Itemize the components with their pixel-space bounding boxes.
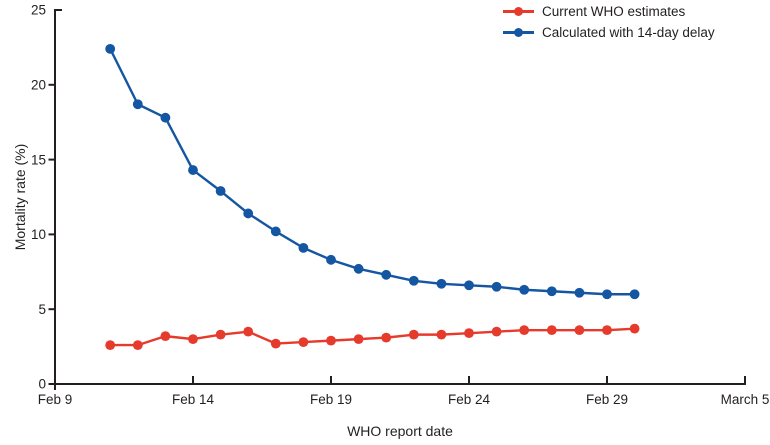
- data-point-current-who-estimates: [298, 337, 309, 348]
- legend: Current WHO estimates Calculated with 14…: [503, 1, 715, 43]
- x-tick-label: Feb 14: [172, 392, 215, 407]
- data-point-calculated-with-14-day-delay: [298, 242, 309, 253]
- data-point-current-who-estimates: [408, 329, 419, 340]
- data-point-calculated-with-14-day-delay: [546, 286, 557, 297]
- data-point-calculated-with-14-day-delay: [408, 275, 419, 286]
- data-point-calculated-with-14-day-delay: [519, 284, 530, 295]
- legend-item-current-who-estimates: Current WHO estimates: [503, 1, 715, 22]
- data-point-current-who-estimates: [629, 323, 640, 334]
- data-point-current-who-estimates: [326, 335, 336, 346]
- data-point-current-who-estimates: [270, 338, 281, 349]
- legend-marker-red-line-dot-icon: [503, 6, 534, 17]
- data-point-calculated-with-14-day-delay: [574, 287, 585, 298]
- data-point-current-who-estimates: [574, 325, 585, 336]
- y-axis-title: Mortality rate (%): [12, 143, 28, 251]
- y-tick-label: 10: [31, 227, 46, 242]
- data-point-calculated-with-14-day-delay: [270, 226, 281, 237]
- data-point-current-who-estimates: [353, 334, 364, 345]
- data-point-calculated-with-14-day-delay: [491, 281, 502, 292]
- data-point-calculated-with-14-day-delay: [326, 254, 336, 265]
- data-point-calculated-with-14-day-delay: [464, 280, 474, 291]
- data-point-current-who-estimates: [546, 325, 557, 336]
- data-point-current-who-estimates: [436, 329, 447, 340]
- data-point-current-who-estimates: [132, 340, 143, 351]
- legend-label-calculated-14-day-delay: Calculated with 14-day delay: [542, 25, 715, 40]
- data-point-current-who-estimates: [188, 334, 198, 345]
- x-tick-label: Feb 29: [586, 392, 628, 407]
- data-point-calculated-with-14-day-delay: [353, 263, 364, 274]
- legend-marker-blue-line-dot-icon: [503, 27, 534, 38]
- x-axis-title: WHO report date: [347, 423, 453, 439]
- x-tick-label: March 5: [721, 392, 770, 407]
- data-point-calculated-with-14-day-delay: [381, 269, 392, 280]
- data-point-current-who-estimates: [215, 329, 226, 340]
- legend-item-calculated-14-day-delay: Calculated with 14-day delay: [503, 22, 715, 43]
- data-point-current-who-estimates: [602, 325, 612, 336]
- y-tick-label: 0: [38, 377, 46, 392]
- data-point-calculated-with-14-day-delay: [602, 289, 612, 300]
- y-tick-label: 25: [31, 3, 46, 18]
- data-point-calculated-with-14-day-delay: [215, 186, 226, 196]
- data-point-calculated-with-14-day-delay: [105, 43, 116, 54]
- data-point-calculated-with-14-day-delay: [160, 112, 171, 123]
- y-tick-label: 20: [31, 78, 46, 93]
- data-point-current-who-estimates: [243, 326, 254, 337]
- legend-label-current-who-estimates: Current WHO estimates: [542, 4, 686, 19]
- x-axis-line: [55, 376, 746, 385]
- data-point-calculated-with-14-day-delay: [188, 165, 198, 175]
- x-tick-label: Feb 24: [448, 392, 491, 407]
- data-point-current-who-estimates: [519, 325, 530, 336]
- x-tick-label: Feb 19: [310, 392, 352, 407]
- data-point-current-who-estimates: [464, 328, 474, 339]
- data-point-calculated-with-14-day-delay: [132, 99, 143, 110]
- data-point-calculated-with-14-day-delay: [243, 208, 254, 219]
- data-point-current-who-estimates: [381, 332, 392, 343]
- data-point-current-who-estimates: [160, 331, 171, 342]
- data-point-calculated-with-14-day-delay: [629, 289, 640, 300]
- x-tick-label: Feb 9: [38, 392, 73, 407]
- data-point-current-who-estimates: [491, 326, 502, 337]
- y-axis-line: [54, 9, 62, 390]
- data-point-current-who-estimates: [105, 340, 116, 351]
- data-point-calculated-with-14-day-delay: [436, 278, 447, 289]
- y-tick-label: 5: [38, 302, 46, 317]
- y-tick-label: 15: [31, 152, 46, 167]
